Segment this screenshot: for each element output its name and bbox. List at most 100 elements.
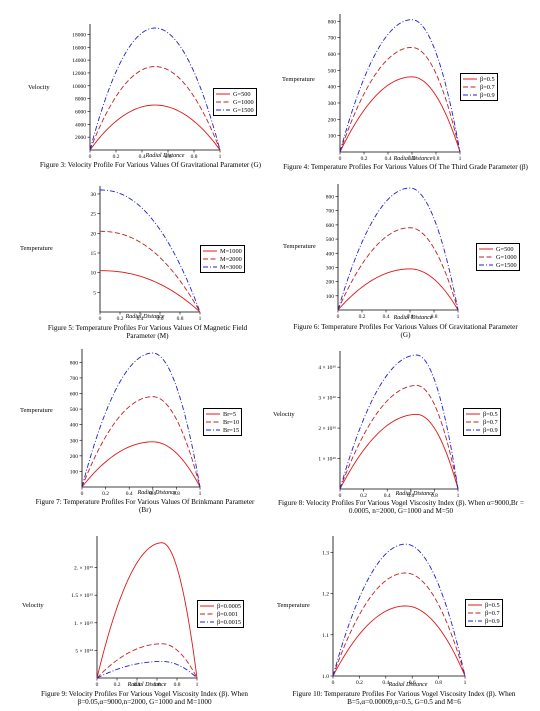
figure-caption: Figure 7: Temperature Profiles For Vario… [35, 498, 255, 514]
legend-swatch [216, 101, 230, 103]
x-tick-label: 0.4 [139, 154, 146, 160]
x-tick-label: 1 [196, 682, 199, 688]
x-axis-label: Radial Distance [393, 315, 433, 321]
legend-item: β=0.0005 [200, 602, 241, 610]
y-tick-label: 800 [70, 360, 79, 366]
legend-label: G=1000 [496, 253, 517, 261]
legend-swatch [466, 429, 480, 431]
figure-4-plot: 0 0.2 0.4 0.6 0.8 1 100 200 300 400 500 600 700 800 [328, 14, 462, 162]
y-axis-label: Temperature [20, 245, 53, 252]
figure-caption: Figure 10: Temperature Profiles For Vari… [292, 690, 516, 706]
legend-item: β=0.9 [468, 617, 500, 625]
y-tick-label: 5 × 10¹⁴ [75, 648, 93, 654]
chart-legend: G=500 G=1000 G=1500 [213, 88, 257, 116]
legend-label: β=0.5 [485, 601, 500, 609]
legend-label: G=500 [496, 245, 514, 253]
y-tick-label: 400 [326, 251, 335, 257]
y-axis-label: Temperature [282, 76, 315, 83]
y-tick-label: 300 [328, 101, 337, 107]
legend-label: G=1500 [233, 106, 254, 114]
legend-swatch [479, 256, 493, 258]
legend-item: G=500 [479, 245, 517, 253]
figure-9-plot: 0 0.2 0.4 0.6 0.8 1 5 × 10¹⁴ 1. × 10¹⁵ 1.5 × 10¹… [71, 536, 199, 688]
y-tick-label: 600 [326, 223, 335, 229]
x-tick-label: 0.6 [409, 680, 416, 686]
y-tick-label: 30 [91, 192, 97, 198]
chart-legend: β=0.5 β=0.7 β=0.9 [463, 408, 501, 436]
y-tick-label: 8000 [75, 97, 86, 103]
y-tick-label: 4000 [75, 122, 86, 128]
series-line [339, 354, 459, 490]
y-tick-label: 200 [70, 454, 79, 460]
y-axis-label: Temperature [283, 243, 316, 250]
x-tick-label: 0.4 [385, 156, 392, 162]
x-tick-label: 0.8 [173, 491, 180, 497]
legend-swatch [468, 620, 482, 622]
series-line [96, 643, 198, 679]
figure-6-plot: 0 0.2 0.4 0.6 0.8 1 100 200 300 400 500 600 700 800 [326, 184, 460, 320]
legend-label: β=0.0015 [217, 618, 242, 626]
series-line [339, 384, 459, 490]
legend-label: β=0.7 [483, 418, 498, 426]
y-tick-label: 16000 [72, 45, 86, 51]
x-tick-label: 0.4 [382, 680, 389, 686]
chart-legend: β=0.5 β=0.7 β=0.9 [460, 73, 498, 101]
legend-label: Br=15 [223, 426, 240, 434]
x-tick-label: 0.4 [137, 316, 144, 322]
x-tick-label: 0 [81, 491, 84, 497]
series-line [339, 46, 461, 153]
series-line [100, 270, 201, 313]
legend-swatch [468, 604, 482, 606]
x-tick-label: 0.2 [359, 314, 366, 320]
y-tick-label: 100 [328, 134, 337, 140]
chart-legend: G=500 G=1000 G=1500 [476, 243, 520, 271]
figure-caption: Figure 9: Velocity Profiles For Various … [40, 690, 249, 706]
x-tick-label: 0.4 [384, 493, 391, 499]
legend-swatch [200, 605, 214, 607]
legend-label: M=3000 [220, 263, 242, 271]
y-tick-label: 6000 [75, 109, 86, 115]
legend-swatch [463, 94, 477, 96]
figure-5-panel: 0 0.2 0.4 0.6 0.8 1 5 10 15 20 25 30 Temperature Ra… [20, 180, 265, 345]
legend-label: β=0.9 [485, 617, 500, 625]
x-tick-label: 0 [339, 156, 342, 162]
series-line [332, 572, 466, 677]
x-axis-label: Radial Distance [127, 682, 167, 688]
legend-swatch [216, 93, 230, 95]
x-tick-label: 1 [464, 680, 467, 686]
series-line [332, 543, 466, 677]
y-tick-label: 20 [91, 231, 97, 237]
y-tick-label: 2 × 10¹⁶ [318, 426, 336, 432]
legend-label: β=0.5 [483, 410, 498, 418]
y-tick-label: 18000 [72, 32, 86, 38]
series-line [96, 660, 198, 679]
legend-item: G=1500 [479, 261, 517, 269]
y-tick-label: 600 [328, 52, 337, 58]
legend-item: β=0.5 [463, 75, 495, 83]
x-tick-label: 0.2 [356, 680, 363, 686]
y-tick-label: 1.3 [322, 550, 329, 556]
x-tick-label: 0.2 [117, 316, 124, 322]
series-line [337, 187, 459, 311]
x-tick-label: 1 [199, 316, 202, 322]
figure-caption: Figure 4: Temperature Profiles For Vario… [283, 163, 528, 171]
x-tick-label: 1 [199, 491, 202, 497]
x-axis-label: Radial Distance [125, 314, 165, 320]
y-tick-label: 400 [70, 423, 79, 429]
y-tick-label: 500 [328, 68, 337, 74]
x-tick-label: 0.2 [113, 154, 120, 160]
legend-label: β=0.0005 [217, 602, 242, 610]
legend-item: β=0.7 [466, 418, 498, 426]
y-axis-label: Velocity [22, 602, 44, 609]
figure-3-panel: 0 0.2 0.4 0.6 0.8 1 2000 4000 6000 8000 10000 12000… [18, 18, 261, 178]
legend-item: Br=15 [206, 426, 239, 434]
y-axis-label: Temperature [20, 407, 53, 414]
x-tick-label: 1 [457, 314, 460, 320]
y-tick-label: 300 [326, 265, 335, 271]
legend-swatch [468, 612, 482, 614]
y-tick-label: 1.0 [322, 674, 329, 680]
x-tick-label: 1 [459, 156, 462, 162]
series-line [96, 542, 198, 679]
x-tick-label: 0 [96, 682, 99, 688]
